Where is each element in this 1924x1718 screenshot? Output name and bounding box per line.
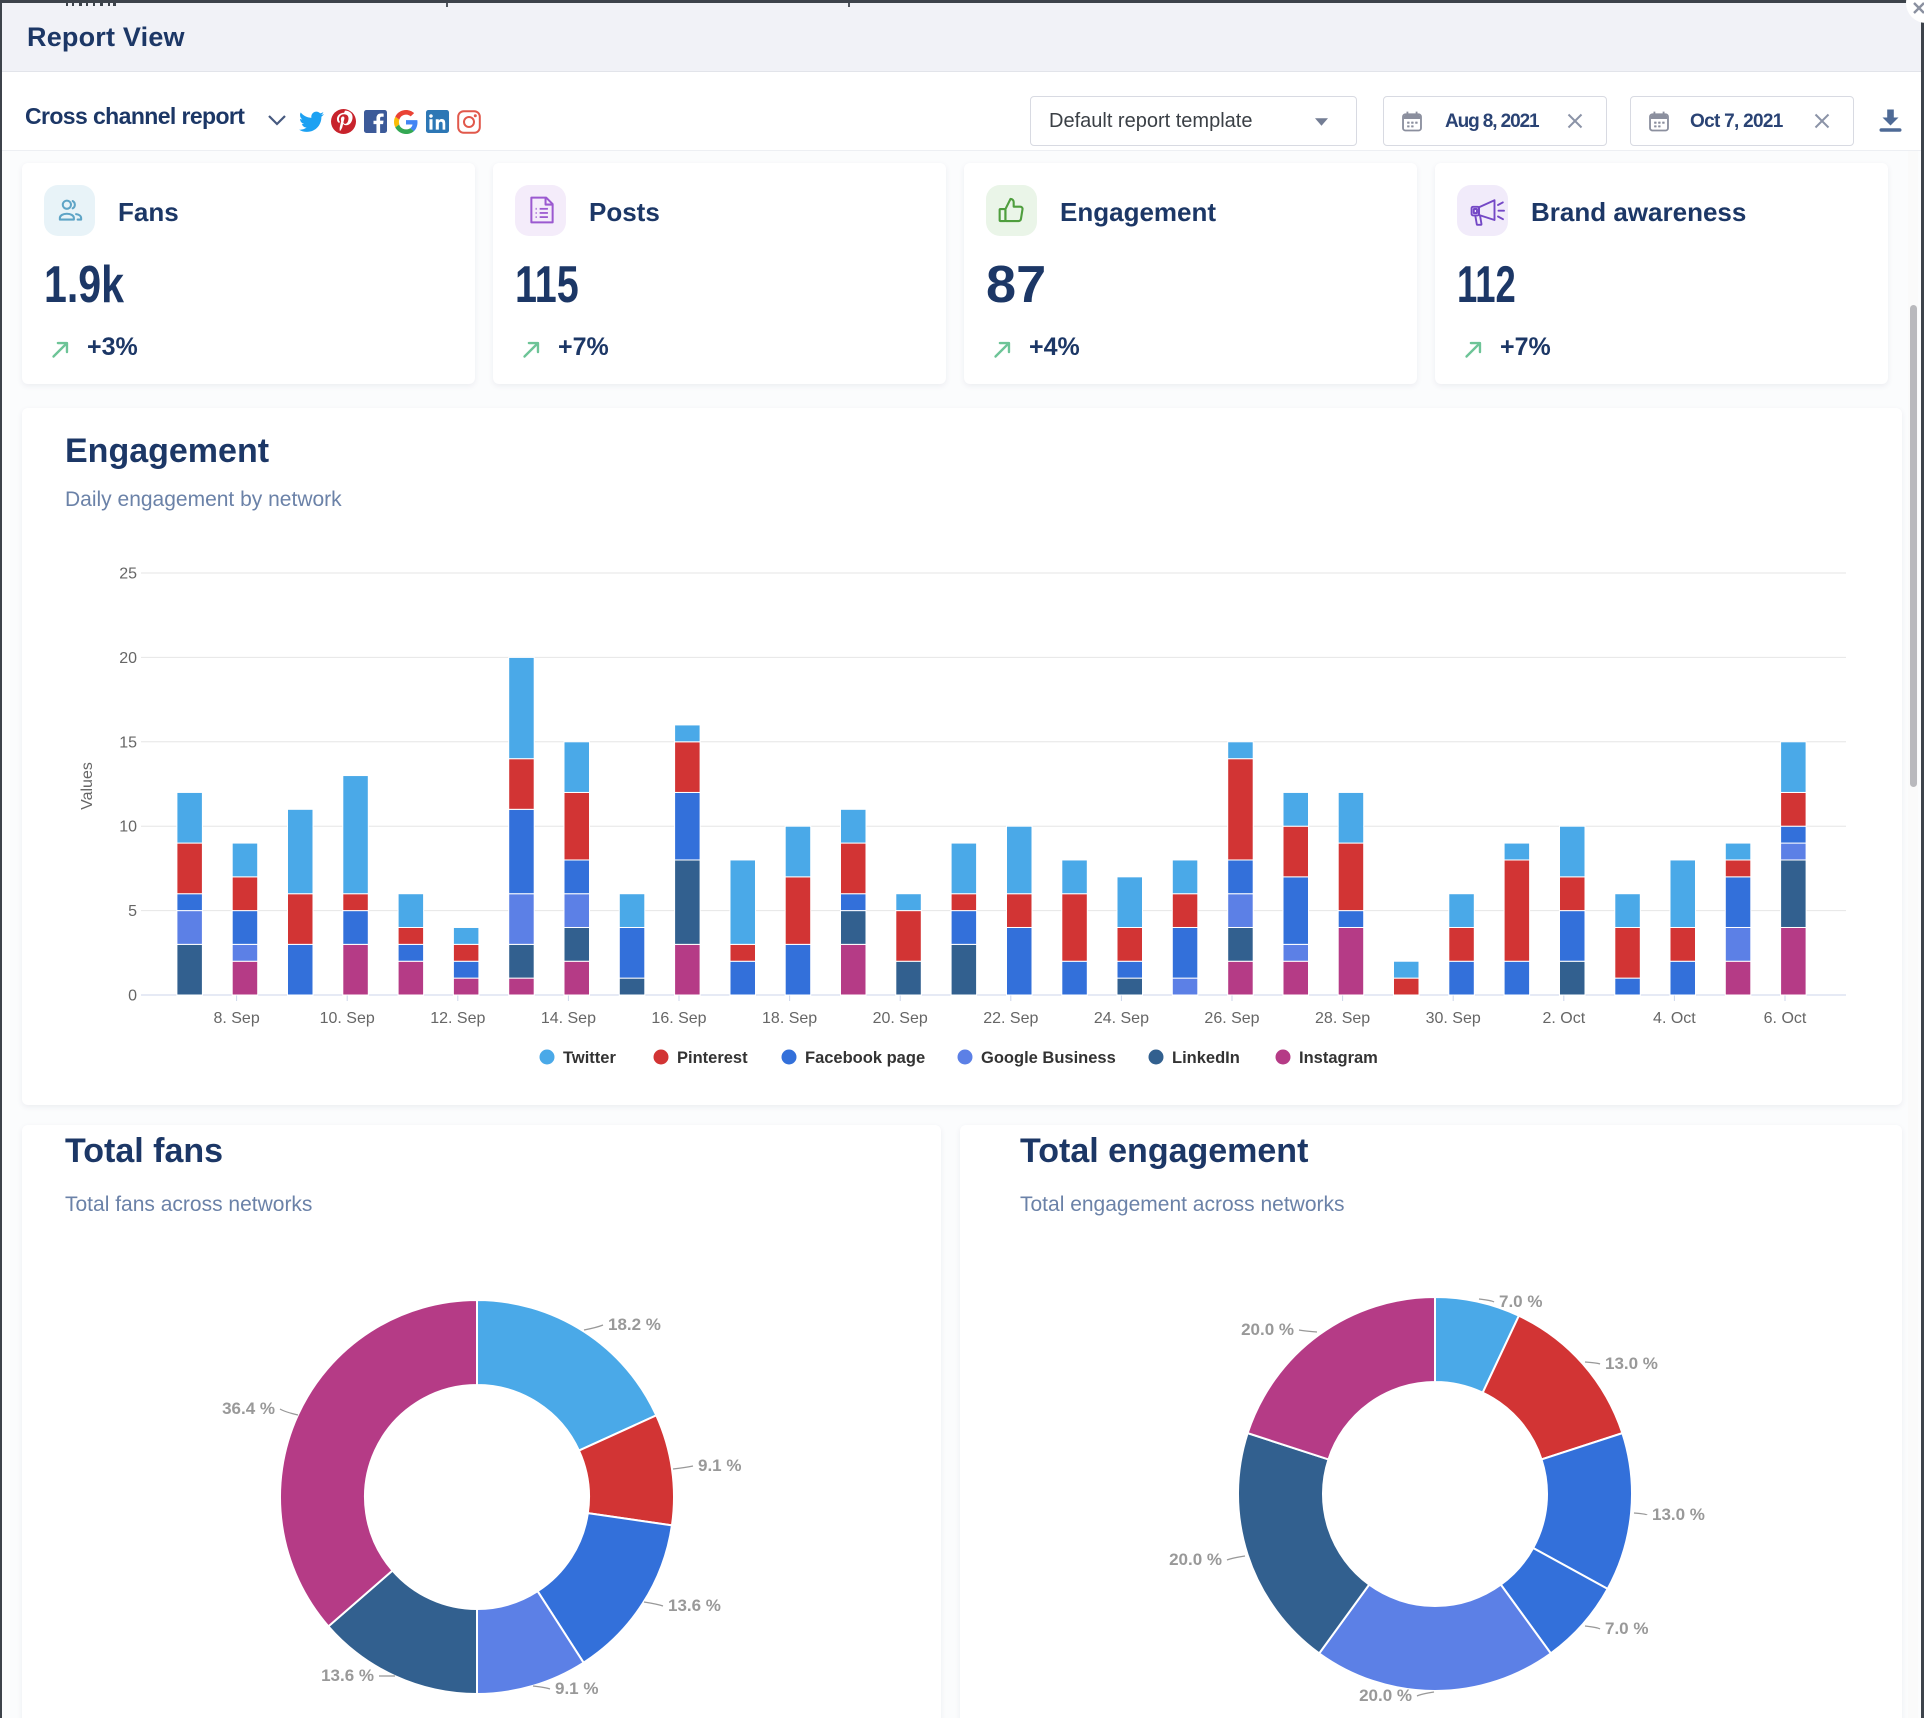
svg-text:13.0 %: 13.0 % <box>1652 1505 1705 1524</box>
svg-text:20.0 %: 20.0 % <box>1359 1686 1412 1705</box>
svg-text:24. Sep: 24. Sep <box>1094 1010 1149 1027</box>
svg-text:Twitter: Twitter <box>563 1049 616 1067</box>
svg-text:14. Sep: 14. Sep <box>541 1010 596 1027</box>
svg-text:10. Sep: 10. Sep <box>320 1010 375 1027</box>
svg-text:LinkedIn: LinkedIn <box>1172 1049 1240 1067</box>
svg-text:7.0 %: 7.0 % <box>1499 1292 1542 1311</box>
svg-text:28. Sep: 28. Sep <box>1315 1010 1370 1027</box>
svg-text:13.6 %: 13.6 % <box>321 1666 374 1685</box>
svg-text:22. Sep: 22. Sep <box>983 1010 1038 1027</box>
svg-text:Instagram: Instagram <box>1299 1049 1378 1067</box>
svg-text:9.1 %: 9.1 % <box>698 1456 741 1475</box>
svg-text:18.2 %: 18.2 % <box>608 1315 661 1334</box>
svg-text:36.4 %: 36.4 % <box>222 1399 275 1418</box>
svg-text:Google Business: Google Business <box>981 1049 1116 1067</box>
svg-text:12. Sep: 12. Sep <box>430 1010 485 1027</box>
svg-text:6. Oct: 6. Oct <box>1764 1010 1807 1027</box>
svg-text:4. Oct: 4. Oct <box>1653 1010 1696 1027</box>
svg-text:7.0 %: 7.0 % <box>1605 1619 1648 1638</box>
svg-text:20: 20 <box>119 650 137 667</box>
svg-text:18. Sep: 18. Sep <box>762 1010 817 1027</box>
svg-text:26. Sep: 26. Sep <box>1204 1010 1259 1027</box>
svg-text:5: 5 <box>128 903 137 920</box>
svg-text:Pinterest: Pinterest <box>677 1049 748 1067</box>
svg-text:30. Sep: 30. Sep <box>1426 1010 1481 1027</box>
svg-text:20.0 %: 20.0 % <box>1241 1320 1294 1339</box>
svg-text:9.1 %: 9.1 % <box>555 1679 598 1698</box>
svg-text:16. Sep: 16. Sep <box>651 1010 706 1027</box>
svg-text:Values: Values <box>79 762 96 810</box>
svg-text:13.0 %: 13.0 % <box>1605 1354 1658 1373</box>
svg-text:13.6 %: 13.6 % <box>668 1596 721 1615</box>
svg-text:20.0 %: 20.0 % <box>1169 1550 1222 1569</box>
svg-text:15: 15 <box>119 734 137 751</box>
svg-text:20. Sep: 20. Sep <box>873 1010 928 1027</box>
svg-text:0: 0 <box>128 988 137 1005</box>
svg-text:2. Oct: 2. Oct <box>1542 1010 1585 1027</box>
svg-text:10: 10 <box>119 819 137 836</box>
svg-text:Facebook page: Facebook page <box>805 1049 925 1067</box>
svg-text:8. Sep: 8. Sep <box>213 1010 259 1027</box>
svg-text:25: 25 <box>119 566 137 583</box>
